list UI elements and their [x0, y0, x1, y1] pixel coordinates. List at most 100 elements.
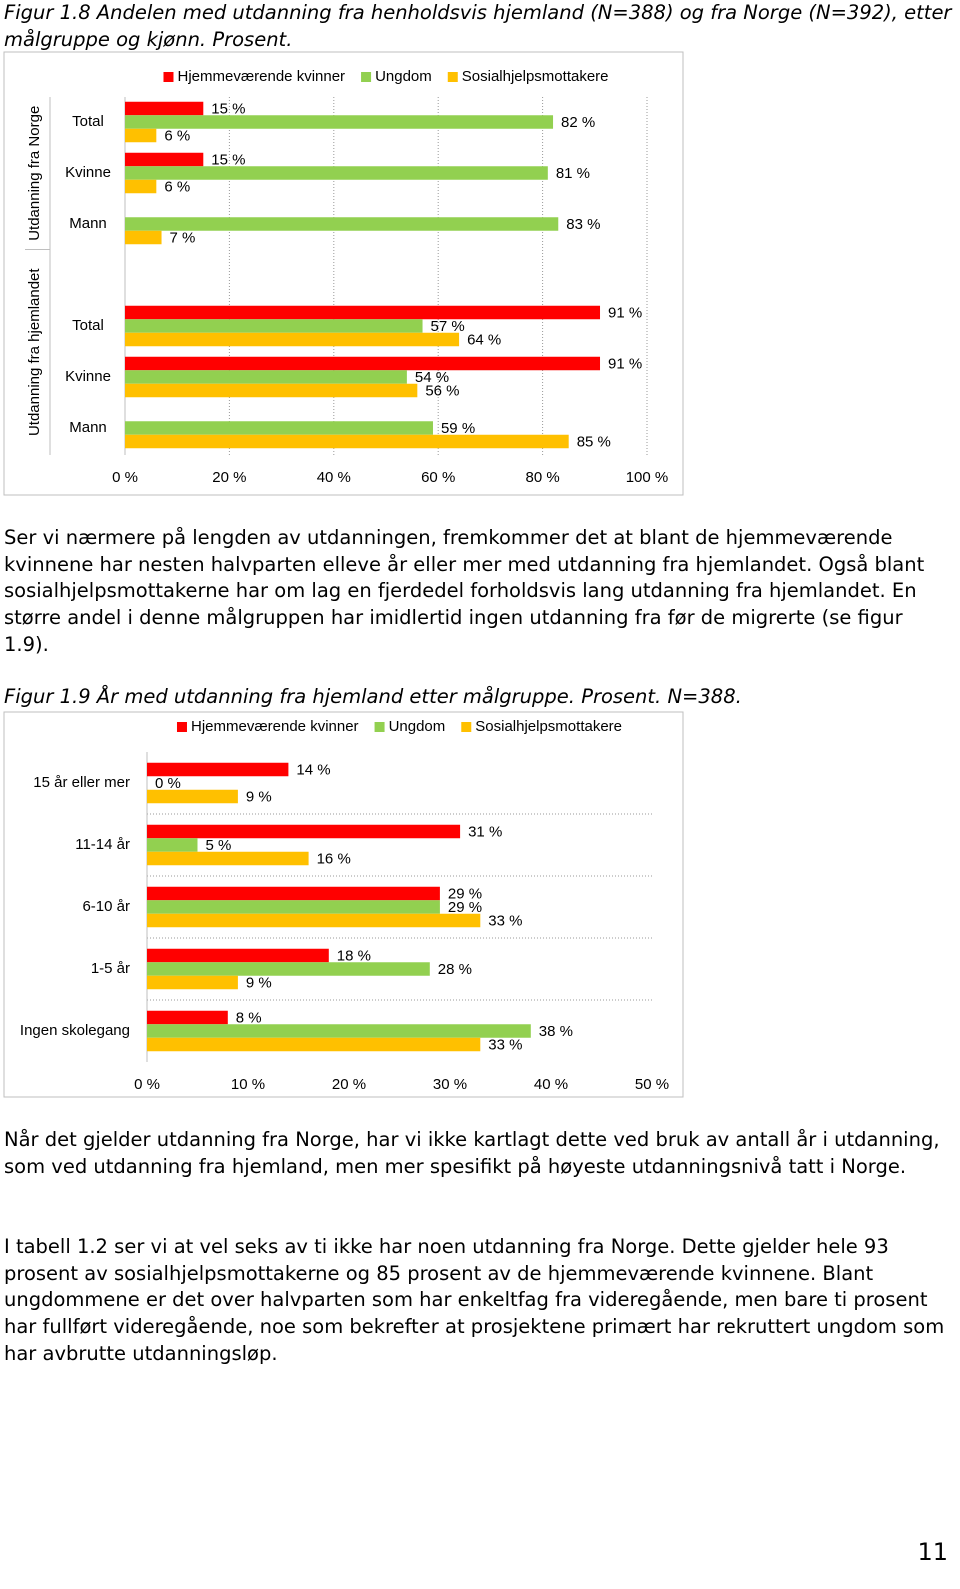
- bar: [125, 101, 204, 116]
- bar: [147, 1010, 228, 1025]
- bar: [125, 217, 559, 231]
- x-tick-label: 80 %: [525, 469, 559, 486]
- category-label: Mann: [69, 419, 107, 436]
- value-label: 85 %: [577, 433, 611, 450]
- category-label: Ingen skolegang: [20, 1022, 130, 1039]
- x-tick-label: 20 %: [212, 469, 246, 486]
- value-label: 6 %: [164, 127, 190, 144]
- x-tick-label: 20 %: [332, 1076, 366, 1093]
- bar: [147, 962, 430, 976]
- value-label: 57 %: [431, 318, 465, 335]
- bar: [125, 421, 433, 435]
- paragraph: Ser vi nærmere på lengden av utdanningen…: [4, 526, 925, 656]
- bar: [125, 383, 418, 398]
- value-label: 29 %: [448, 885, 482, 902]
- value-label: 81 %: [556, 165, 590, 182]
- value-label: 14 %: [296, 761, 330, 778]
- bar: [147, 762, 289, 777]
- category-label: 11-14 år: [75, 836, 130, 853]
- legend-label: Ungdom: [389, 718, 446, 735]
- x-tick-label: 40 %: [534, 1076, 568, 1093]
- value-label: 8 %: [236, 1009, 262, 1026]
- value-label: 38 %: [539, 1023, 573, 1040]
- bar: [147, 886, 440, 901]
- group-label: Utdanning fra hjemlandet: [26, 268, 43, 436]
- legend-label: Hjemmeværende kvinner: [191, 718, 359, 735]
- category-label: Mann: [69, 215, 107, 232]
- value-label: 91 %: [608, 304, 642, 321]
- value-label: 16 %: [317, 850, 351, 867]
- legend-swatch: [176, 722, 187, 732]
- value-label: 9 %: [246, 788, 272, 805]
- legend-swatch: [163, 72, 174, 82]
- bar: [147, 1037, 481, 1052]
- value-label: 31 %: [468, 823, 502, 840]
- value-label: 59 %: [441, 420, 475, 437]
- value-label: 83 %: [566, 216, 600, 233]
- legend-label: Ungdom: [375, 68, 432, 85]
- value-label: 29 %: [448, 899, 482, 916]
- figure-caption: Figur 1.8 Andelen med utdanning fra henh…: [4, 1, 952, 51]
- bar: [147, 948, 329, 963]
- figure-caption: Figur 1.9 År med utdanning fra hjemland …: [4, 685, 742, 708]
- value-label: 33 %: [488, 912, 522, 929]
- bar: [125, 332, 460, 347]
- bar: [125, 179, 157, 194]
- legend-swatch: [461, 722, 472, 732]
- value-label: 82 %: [561, 114, 595, 131]
- bar: [125, 128, 157, 143]
- x-tick-label: 100 %: [626, 469, 669, 486]
- category-label: 15 år eller mer: [33, 774, 130, 791]
- value-label: 33 %: [488, 1036, 522, 1053]
- page-number: 11: [917, 1538, 948, 1566]
- bar: [147, 789, 238, 804]
- legend-swatch: [361, 72, 372, 82]
- x-tick-label: 40 %: [317, 469, 351, 486]
- value-label: 54 %: [415, 369, 449, 386]
- value-label: 91 %: [608, 355, 642, 372]
- value-label: 0 %: [155, 775, 181, 792]
- value-label: 7 %: [170, 229, 196, 246]
- legend-swatch: [374, 722, 385, 732]
- x-tick-label: 10 %: [231, 1076, 265, 1093]
- category-label: Total: [72, 113, 104, 130]
- value-label: 15 %: [211, 100, 245, 117]
- bar: [125, 230, 162, 245]
- paragraph: Når det gjelder utdanning fra Norge, har…: [4, 1128, 940, 1178]
- bar: [125, 319, 423, 333]
- category-label: 6-10 år: [82, 898, 130, 915]
- value-label: 18 %: [337, 947, 371, 964]
- bar: [125, 434, 569, 449]
- value-label: 15 %: [211, 151, 245, 168]
- bar: [147, 824, 461, 839]
- value-label: 28 %: [438, 961, 472, 978]
- category-label: Total: [72, 317, 104, 334]
- bar: [147, 838, 198, 852]
- paragraph: I tabell 1.2 ser vi at vel seks av ti ik…: [4, 1235, 945, 1365]
- bar: [147, 1024, 531, 1038]
- value-label: 5 %: [206, 837, 232, 854]
- value-label: 6 %: [164, 178, 190, 195]
- x-tick-label: 50 %: [635, 1076, 669, 1093]
- bar: [125, 166, 548, 180]
- bar: [147, 913, 481, 928]
- legend-swatch: [447, 72, 458, 82]
- value-label: 56 %: [425, 382, 459, 399]
- bar: [147, 900, 440, 914]
- bar: [125, 305, 601, 320]
- bar: [125, 115, 554, 129]
- legend-label: Hjemmeværende kvinner: [177, 68, 345, 85]
- value-label: 64 %: [467, 331, 501, 348]
- legend-label: Sosialhjelpsmottakere: [462, 68, 609, 85]
- x-tick-label: 30 %: [433, 1076, 467, 1093]
- category-label: Kvinne: [65, 368, 111, 385]
- category-label: Kvinne: [65, 164, 111, 181]
- x-tick-label: 0 %: [112, 469, 138, 486]
- value-label: 9 %: [246, 974, 272, 991]
- x-tick-label: 60 %: [421, 469, 455, 486]
- bar: [147, 975, 238, 990]
- bar: [125, 356, 601, 371]
- group-label: Utdanning fra Norge: [26, 106, 43, 241]
